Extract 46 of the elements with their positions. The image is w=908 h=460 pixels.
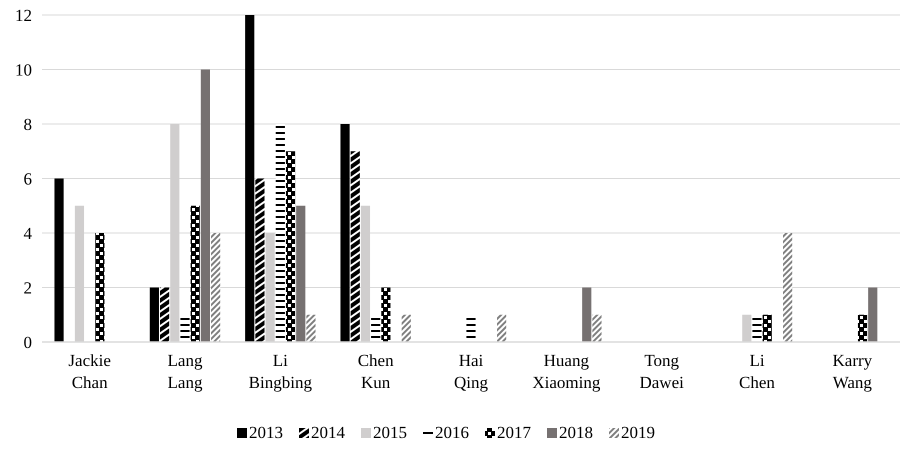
bar [381, 288, 390, 342]
x-tick-label: Chen Kun [358, 351, 394, 392]
x-tick-label: Jackie Chan [68, 351, 111, 392]
y-tick-label: 0 [24, 332, 32, 352]
y-tick-label: 8 [24, 114, 32, 134]
y-tick-label: 12 [15, 6, 32, 25]
x-tick-label: Lang Lang [168, 351, 203, 392]
y-tick-label: 10 [15, 60, 32, 80]
bar [296, 206, 306, 342]
bar [190, 206, 200, 342]
legend-label: 2019 [621, 423, 655, 442]
bar [245, 15, 254, 342]
legend-label: 2018 [559, 423, 593, 442]
x-tick-label: Li Chen [739, 351, 776, 392]
bar [286, 151, 296, 342]
x-tick-label: Hai Qing [454, 351, 488, 392]
x-tick-label: Li Bingbing [248, 351, 312, 392]
y-tick-label: 2 [24, 278, 32, 298]
legend-label: 2016 [435, 423, 469, 442]
y-tick-label: 4 [24, 224, 32, 243]
x-tick-label: Huang Xiaoming [532, 351, 601, 392]
legend-label: 2017 [497, 423, 532, 442]
bar [95, 233, 104, 342]
bar [350, 151, 360, 342]
bar [160, 288, 170, 342]
y-tick-label: 6 [24, 169, 32, 188]
legend-label: 2015 [373, 423, 407, 442]
bar [402, 314, 411, 342]
bar [762, 314, 772, 342]
bar [200, 70, 210, 342]
legend-label: 2013 [249, 423, 283, 442]
bar [150, 288, 159, 342]
bar [306, 314, 316, 342]
bar [211, 233, 220, 342]
bar [255, 178, 265, 342]
x-tick-label: Karry Wang [832, 351, 873, 392]
bar [783, 233, 792, 342]
bar [340, 124, 350, 342]
bar [858, 314, 868, 342]
bar [868, 288, 878, 342]
bar [582, 288, 592, 342]
bar [497, 314, 506, 342]
bar [54, 178, 64, 342]
x-tick-label: Tong Dawei [639, 351, 684, 392]
bar [592, 314, 602, 342]
legend-label: 2014 [311, 423, 346, 442]
